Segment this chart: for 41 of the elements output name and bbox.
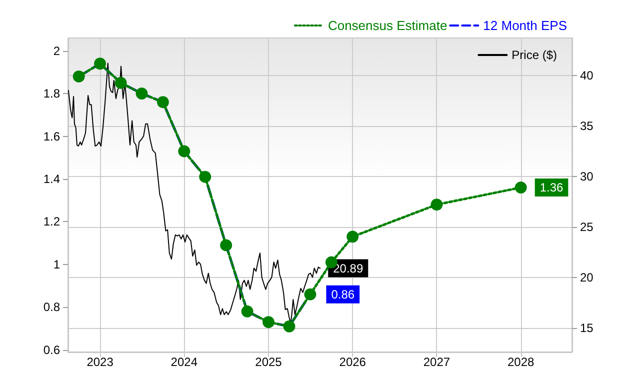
- y2-tick-label: 20: [580, 270, 594, 284]
- legend-label: 12 Month EPS: [483, 18, 568, 33]
- y2-tick-label: 40: [580, 68, 594, 82]
- y2-tick-label: 30: [580, 169, 594, 184]
- point: [156, 96, 169, 108]
- point: [220, 239, 232, 252]
- point: [283, 320, 296, 332]
- y2-tick-label: 25: [580, 220, 594, 234]
- data-label: 0.86: [331, 287, 355, 302]
- point: [178, 145, 190, 158]
- x-tick-label: 2024: [170, 355, 198, 369]
- point: [514, 182, 527, 194]
- y-tick-label: 1.4: [43, 172, 60, 186]
- y-tick-label: 1.2: [43, 214, 60, 229]
- x-tick-label: 2026: [339, 355, 366, 369]
- point: [430, 198, 443, 211]
- point: [262, 316, 274, 328]
- data-label: 1.36: [540, 180, 564, 195]
- point: [94, 58, 106, 70]
- y-tick-label: 1.6: [43, 129, 60, 144]
- x-tick-label: 2028: [507, 355, 535, 369]
- y2-tick-label: 35: [580, 118, 594, 133]
- x-tick-label: 2025: [255, 355, 282, 369]
- point: [241, 305, 254, 318]
- point: [72, 70, 85, 82]
- y-tick-label: 0.8: [43, 300, 60, 314]
- point: [346, 230, 359, 243]
- y-tick-label: 2: [53, 44, 60, 58]
- point: [304, 288, 316, 300]
- legend-label: Price ($): [512, 48, 558, 62]
- x-tick-label: 2027: [423, 355, 450, 369]
- y-tick-label: 0.6: [43, 342, 60, 357]
- x-tick-label: 2023: [86, 355, 114, 369]
- y-tick-label: 1.8: [43, 86, 60, 101]
- y2-tick-label: 15: [580, 320, 594, 335]
- point: [199, 170, 212, 183]
- point: [114, 76, 127, 89]
- legend-label: Consensus Estimate: [328, 18, 448, 33]
- data-label: 20.89: [333, 261, 364, 276]
- y-tick-label: 1: [53, 257, 60, 272]
- point: [136, 88, 148, 100]
